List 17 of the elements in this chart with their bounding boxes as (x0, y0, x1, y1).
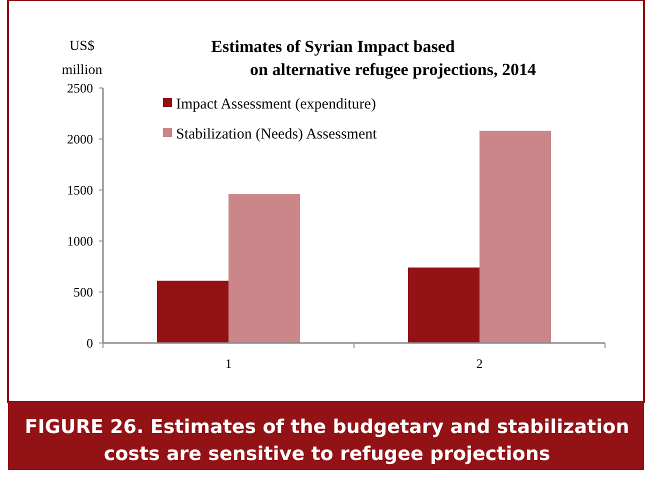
x-tick-label: 1 (225, 356, 232, 371)
caption: FIGURE 26. Estimates of the budgetary and stabilization costs are sensitive to refugee projections (24, 416, 630, 465)
x-tick-label: 2 (476, 356, 483, 371)
bar (408, 268, 480, 343)
chart-title: Estimates of Syrian Impact based on alternative refugee projections, 2014 (211, 37, 536, 79)
y-tick-label: 0 (86, 336, 93, 351)
bar (228, 194, 300, 343)
y-tick-label: 500 (74, 284, 93, 300)
bar (480, 130, 552, 343)
y-tick-label: 2500 (67, 80, 93, 96)
y-axis-title: US$ million (62, 39, 102, 78)
bar (156, 280, 228, 343)
y-tick-label: 1500 (67, 182, 93, 198)
y-tick-label: 2000 (67, 132, 93, 147)
legend-label: Stabilization (Needs) Assessment (176, 126, 378, 142)
legend-label: Impact Assessment (expenditure) (176, 96, 376, 112)
y-tick-label: 1000 (67, 234, 93, 249)
